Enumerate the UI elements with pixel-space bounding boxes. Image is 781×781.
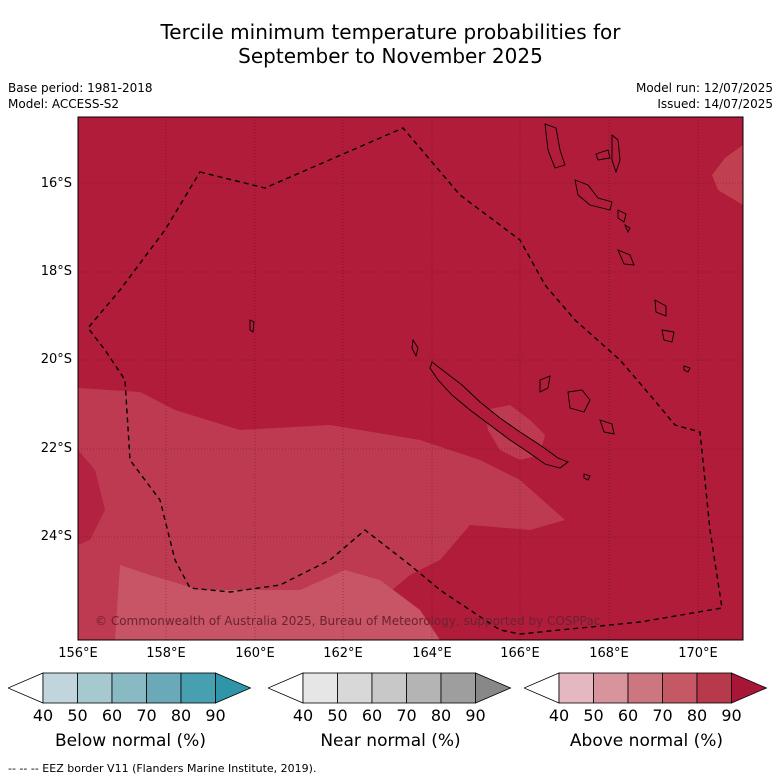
colorbar-tick-label: 60: [101, 706, 123, 725]
colorbar-ticks: 40 50 60 70 80 90: [8, 706, 253, 725]
colorbar-segment: [558, 672, 594, 704]
colorbar-tick-label: 80: [686, 706, 708, 725]
colorbar-tick-label: 40: [32, 706, 54, 725]
map-title: Tercile minimum temperature probabilitie…: [0, 20, 781, 68]
base-period: Base period: 1981-2018: [8, 81, 153, 95]
probability-region-west-edge: [78, 450, 105, 545]
colorbar-graphic: [524, 672, 768, 704]
colorbar-low-extension: [8, 672, 44, 704]
lon-label: 156°E: [58, 646, 98, 661]
lat-label: 24°S: [40, 529, 72, 544]
colorbar-low-extension: [524, 672, 560, 704]
issued-date: Issued: 14/07/2025: [657, 97, 773, 111]
colorbar-tick-label: 50: [67, 706, 88, 725]
probability-region-light: [115, 565, 440, 640]
lon-label: 160°E: [235, 646, 275, 661]
colorbar-graphic: [8, 672, 252, 704]
colorbar-tick-label: 60: [361, 706, 383, 725]
map-frame: [77, 116, 744, 641]
model-name: Model: ACCESS-S2: [8, 97, 120, 111]
colorbar-ticks: 40 50 60 70 80 90: [524, 706, 769, 725]
lon-label: 162°E: [323, 646, 363, 661]
colorbar-label: Near normal (%): [320, 731, 461, 751]
colorbar-tick-label: 90: [205, 706, 226, 725]
lon-label: 168°E: [589, 646, 629, 661]
colorbar-segment: [662, 672, 698, 704]
colorbar-segment: [593, 672, 629, 704]
eez-legend-note: -- -- -- EEZ border V11 (Flanders Marine…: [8, 762, 317, 775]
colorbar-tick-label: 80: [170, 706, 192, 725]
lat-label: 16°S: [40, 176, 72, 191]
colorbar-segment: [302, 672, 338, 704]
colorbar-segment: [111, 672, 147, 704]
colorbar-segment: [180, 672, 216, 704]
colorbar-label: Above normal (%): [569, 731, 724, 751]
lat-label: 20°S: [40, 352, 72, 367]
colorbar-segment: [696, 672, 732, 704]
colorbar-tick-label: 40: [548, 706, 570, 725]
colorbar-tick-label: 40: [292, 706, 314, 725]
colorbar-high-extension: [215, 672, 252, 704]
colorbar-segment: [440, 672, 476, 704]
coastline-outline: [249, 123, 691, 481]
colorbar-tick-label: 70: [136, 706, 157, 725]
colorbar-low-extension: [268, 672, 304, 704]
colorbar-segment: [406, 672, 442, 704]
graticule: [78, 117, 743, 640]
lon-label: 158°E: [146, 646, 186, 661]
colorbar-graphic: [268, 672, 512, 704]
colorbar-high-extension: [475, 672, 512, 704]
colorbar-segment: [371, 672, 407, 704]
colorbar-segment: [627, 672, 663, 704]
colorbar-tick-label: 90: [721, 706, 742, 725]
meta-left: Base period: 1981-2018 Model: ACCESS-S2: [8, 80, 153, 112]
colorbar-tick-label: 70: [652, 706, 673, 725]
meta-right: Model run: 12/07/2025 Issued: 14/07/2025: [636, 80, 773, 112]
colorbar-segment: [337, 672, 373, 704]
lon-label: 166°E: [500, 646, 540, 661]
copyright-text: © Commonwealth of Australia 2025, Bureau…: [95, 614, 600, 628]
eez-dashed-line: [87, 127, 723, 635]
lon-label: 164°E: [412, 646, 452, 661]
probability-region-east: [712, 145, 743, 205]
lon-label: 170°E: [678, 646, 718, 661]
colorbar-segment: [42, 672, 78, 704]
colorbar-high-extension: [731, 672, 768, 704]
colorbar-ticks: 40 50 60 70 80 90: [268, 706, 513, 725]
colorbar-tick-label: 90: [465, 706, 486, 725]
colorbar-segment: [146, 672, 182, 704]
probability-region-moderate: [78, 388, 565, 640]
title-line-1: Tercile minimum temperature probabilitie…: [160, 20, 621, 44]
colorbar-tick-label: 50: [583, 706, 604, 725]
colorbar-tick-label: 60: [617, 706, 639, 725]
colorbar-tick-label: 50: [327, 706, 348, 725]
title-line-2: September to November 2025: [238, 44, 543, 68]
colorbar-tick-label: 70: [396, 706, 417, 725]
colorbar-label: Below normal (%): [55, 731, 206, 751]
lat-label: 22°S: [40, 441, 72, 456]
model-run: Model run: 12/07/2025: [635, 81, 773, 95]
lat-label: 18°S: [40, 264, 72, 279]
colorbar-segment: [77, 672, 113, 704]
colorbar-tick-label: 80: [430, 706, 452, 725]
